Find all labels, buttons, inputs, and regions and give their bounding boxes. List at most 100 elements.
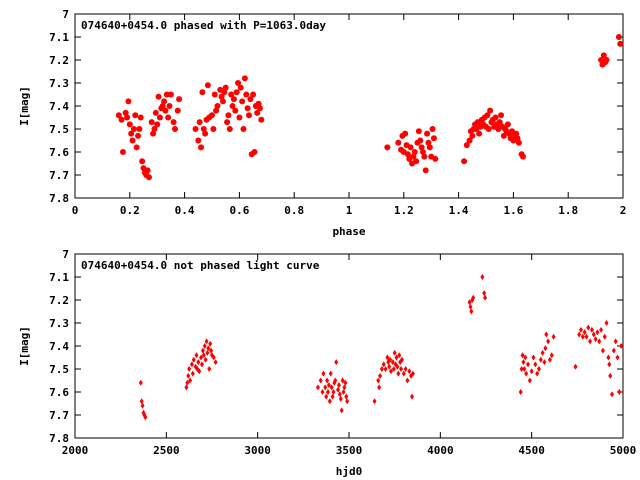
- data-point: [615, 34, 622, 40]
- data-point: [469, 308, 474, 315]
- data-point: [340, 377, 345, 384]
- data-point: [318, 377, 323, 384]
- data-point: [325, 377, 330, 384]
- y-tick-label: 7.8: [49, 432, 69, 445]
- data-point: [430, 135, 437, 142]
- x-axis-label: hjd0: [336, 465, 363, 478]
- data-point: [204, 82, 211, 89]
- data-point: [611, 347, 616, 354]
- data-point: [124, 114, 131, 121]
- data-point: [326, 382, 331, 389]
- data-point: [188, 377, 193, 384]
- data-point: [544, 331, 549, 338]
- data-point: [148, 119, 155, 126]
- x-axis-label: phase: [332, 225, 365, 238]
- data-point: [345, 398, 350, 405]
- data-point: [325, 389, 330, 395]
- data-point: [521, 359, 526, 366]
- data-point: [401, 370, 406, 377]
- data-point: [162, 107, 169, 114]
- x-tick-label: 2000: [62, 444, 89, 457]
- data-point: [396, 370, 401, 377]
- data-point: [536, 366, 541, 372]
- data-point: [385, 354, 390, 361]
- data-point: [229, 103, 236, 109]
- data-point: [395, 139, 402, 146]
- data-point: [533, 361, 538, 368]
- data-point: [236, 114, 243, 121]
- data-point: [403, 366, 408, 372]
- x-tick-label: 0: [72, 204, 79, 217]
- data-point: [586, 324, 591, 331]
- data-point: [399, 366, 404, 372]
- data-point: [138, 379, 143, 386]
- data-point: [407, 368, 412, 375]
- data-point: [211, 354, 216, 361]
- data-point: [339, 407, 344, 414]
- data-point: [194, 352, 199, 359]
- x-tick-label: 2: [620, 204, 627, 217]
- data-point: [500, 132, 507, 139]
- data-point: [476, 130, 483, 137]
- data-point: [232, 107, 239, 114]
- data-point: [254, 109, 261, 116]
- data-point: [425, 139, 432, 146]
- data-point: [582, 329, 587, 336]
- data-point: [184, 384, 189, 391]
- data-point: [256, 105, 263, 112]
- data-point: [196, 359, 201, 366]
- data-point: [383, 366, 388, 372]
- data-point: [485, 126, 492, 132]
- data-point: [185, 379, 190, 386]
- data-point: [197, 368, 202, 375]
- data-point: [410, 153, 417, 160]
- data-point: [391, 366, 396, 372]
- chart-title: 074640+0454.0 not phased light curve: [81, 259, 320, 272]
- data-point: [159, 103, 166, 109]
- data-point: [245, 112, 252, 119]
- data-point: [198, 144, 205, 151]
- data-point: [230, 96, 237, 103]
- data-point: [140, 402, 145, 409]
- data-point: [161, 98, 168, 105]
- data-point: [588, 338, 593, 345]
- data-point: [144, 167, 151, 174]
- data-point: [410, 370, 415, 377]
- data-point: [323, 384, 328, 391]
- data-point: [377, 384, 382, 391]
- y-tick-label: 7.2: [49, 54, 69, 67]
- data-point: [468, 303, 473, 310]
- data-points: [138, 274, 624, 421]
- y-tick-label: 7.1: [49, 31, 69, 44]
- data-point: [205, 349, 210, 356]
- data-point: [199, 89, 206, 96]
- y-tick-label: 7: [62, 8, 69, 21]
- data-point: [255, 100, 262, 107]
- data-point: [482, 290, 487, 297]
- data-point: [522, 366, 527, 372]
- data-point: [608, 372, 613, 379]
- data-point: [129, 137, 136, 144]
- data-point: [551, 333, 556, 340]
- y-axis-label: I[mag]: [18, 326, 31, 366]
- data-point: [218, 93, 225, 100]
- chart-title: 074640+0454.0 phased with P=1063.0day: [81, 19, 326, 32]
- data-point: [258, 116, 265, 123]
- data-point: [607, 361, 612, 368]
- x-tick-label: 0.2: [120, 204, 140, 217]
- data-point: [407, 144, 414, 151]
- y-tick-label: 7.3: [49, 77, 69, 90]
- data-point: [405, 377, 410, 384]
- data-point: [139, 398, 144, 405]
- y-tick-labels: 7 7.1 7.2 7.3 7.4 7.5 7.6 7.7 7.8: [49, 8, 69, 205]
- data-point: [523, 354, 528, 361]
- data-point: [167, 91, 174, 98]
- data-point: [610, 391, 615, 398]
- data-point: [214, 103, 221, 109]
- data-point: [251, 149, 258, 155]
- data-point: [189, 361, 194, 368]
- data-point: [397, 352, 402, 359]
- data-point: [547, 356, 552, 363]
- x-tick-labels: 2000 2500 3000 3500 4000 4500 5000: [62, 444, 637, 457]
- data-point: [228, 91, 235, 98]
